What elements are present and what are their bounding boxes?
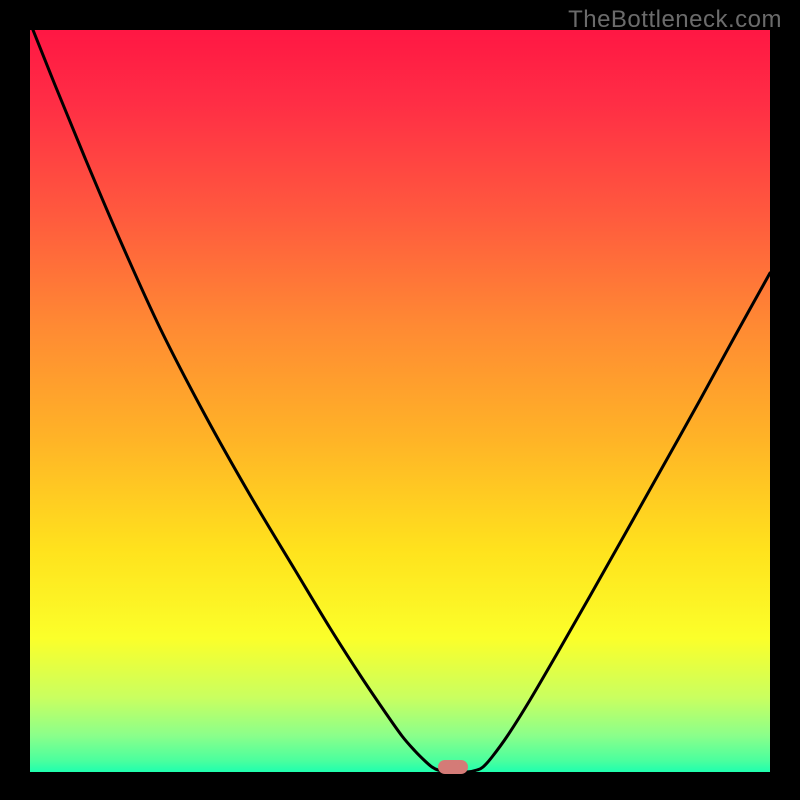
chart-frame: TheBottleneck.com: [0, 0, 800, 800]
valley-marker: [438, 760, 468, 774]
bottleneck-curve: [30, 30, 770, 772]
plot-area: [30, 30, 770, 772]
